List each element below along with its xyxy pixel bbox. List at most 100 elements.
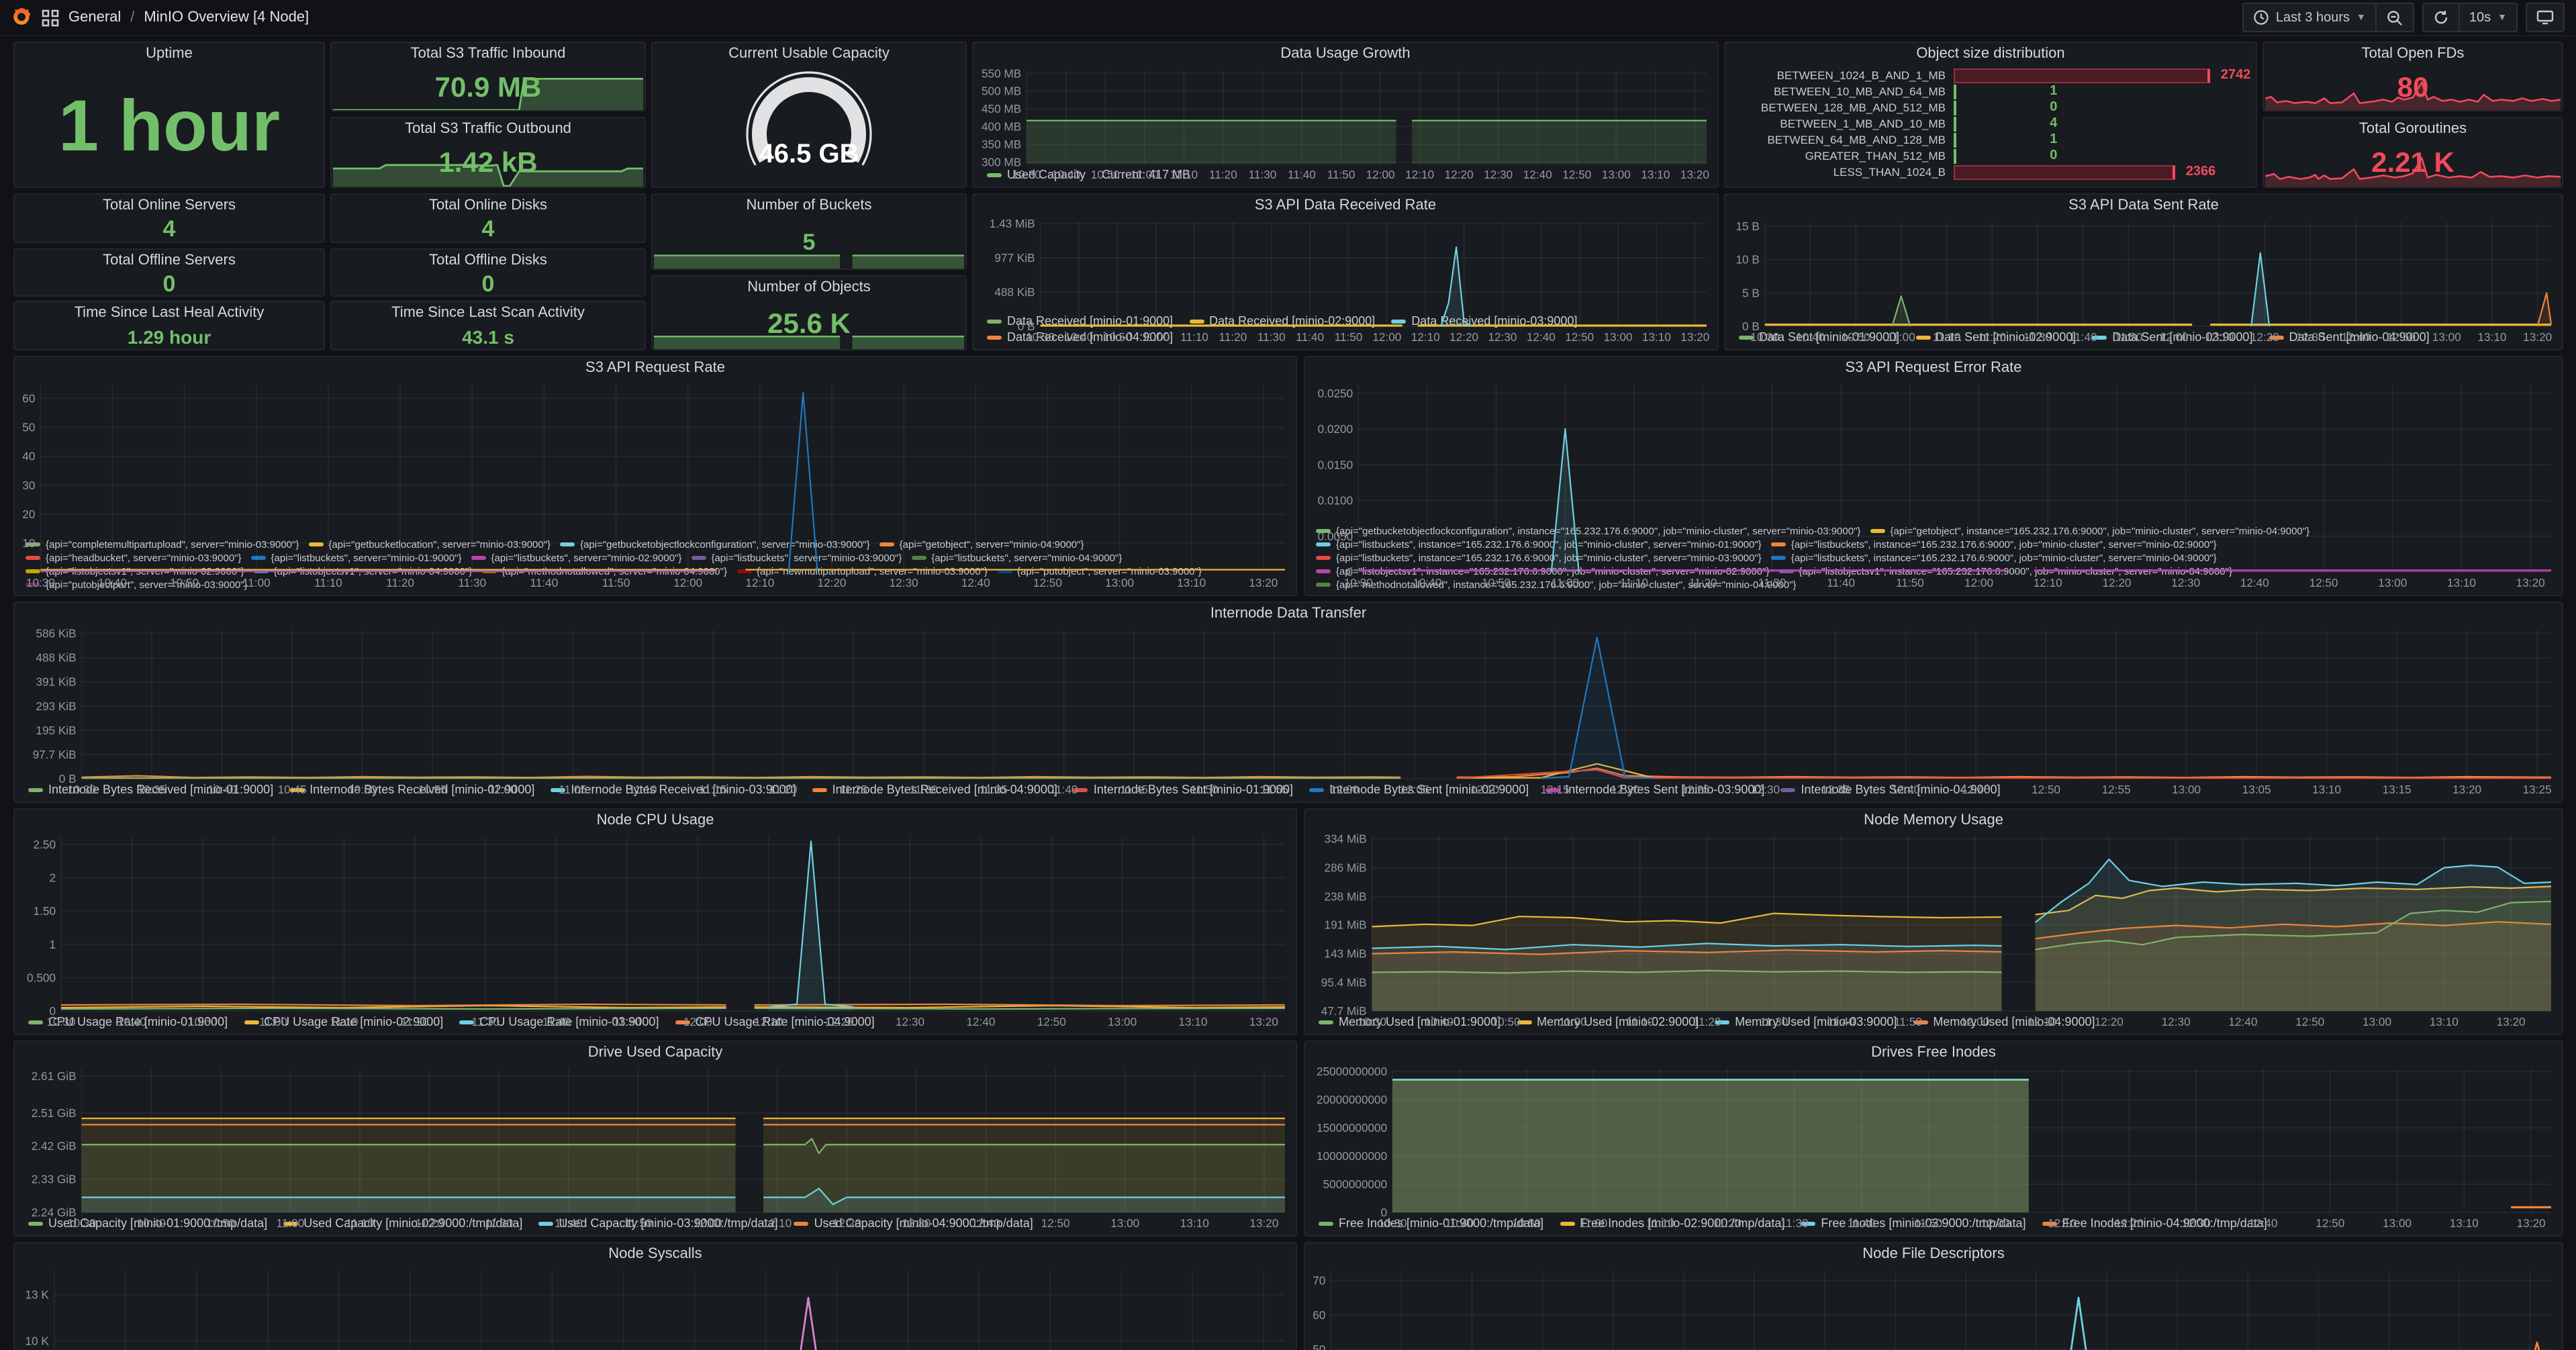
panel-title[interactable]: Node Memory Usage (1864, 812, 2003, 828)
panel-title[interactable]: Uptime (146, 46, 193, 62)
legend-item[interactable]: {api="putobject", server="minio-03:9000"… (997, 565, 1202, 577)
refresh-interval-picker[interactable]: 10s ▼ (2458, 3, 2518, 32)
legend-item[interactable]: {api="newmultipartupload", server="minio… (736, 565, 988, 577)
panel-title[interactable]: Number of Buckets (746, 197, 872, 213)
legend-item[interactable]: {api="headbucket", server="minio-03:9000… (26, 552, 242, 564)
legend-item[interactable]: Data Sent [minio-02:9000] (1915, 330, 2076, 345)
legend-item[interactable]: {api="listbuckets", instance="165.232.17… (1316, 552, 1762, 564)
legend-item[interactable]: {api="getobject", instance="165.232.176.… (1870, 525, 2309, 537)
panel-title[interactable]: Data Usage Growth (1280, 46, 1411, 62)
legend-item[interactable]: {api="getobject", server="minio-04:9000"… (879, 538, 1084, 550)
legend-item[interactable]: Internode Bytes Sent [minio-03:9000] (1545, 783, 1764, 798)
node-cpu-usage-chart[interactable]: 10:30 10:40 10:50 11:00 11:10 11:20 11:30 11:40… (15, 831, 1296, 1028)
node-syscalls-chart[interactable]: 13 K10 K8 K (15, 1265, 1296, 1350)
legend-item[interactable]: {api="getbucketlocation", server="minio-… (308, 538, 551, 550)
node-memory-usage-chart[interactable]: 10:30 10:40 10:50 11:00 11:10 11:20 11:30 11:40… (1305, 831, 2562, 1028)
panel-title[interactable]: Total Open FDs (2361, 46, 2465, 62)
drive-used-capacity-chart[interactable]: 10:30 10:40 10:50 11:00 11:10 11:20 11:30 11:40… (15, 1063, 1296, 1230)
legend-item[interactable]: Used Capacity [minio-01:9000:/tmp/data] (28, 1216, 267, 1231)
panel-title[interactable]: Internode Data Transfer (1210, 606, 1367, 622)
legend-item[interactable]: {api="getbucketobjectlockconfiguration",… (1316, 525, 1860, 537)
legend-item[interactable]: CPU Usage Rate [minio-02:9000] (244, 1015, 443, 1030)
legend-item[interactable]: Memory Used [minio-02:9000] (1517, 1015, 1699, 1030)
panel-title[interactable]: Total Offline Disks (429, 252, 547, 269)
data-usage-growth-chart[interactable]: 10:30 10:40 10:50 11:00 11:10 11:20 11:30 11:40… (973, 64, 1717, 181)
kiosk-mode-button[interactable] (2526, 3, 2565, 32)
panel-title[interactable]: S3 API Request Rate (585, 360, 725, 376)
legend-item[interactable]: Internode Bytes Received [minio-01:9000] (28, 783, 273, 798)
s3-data-sent-chart[interactable]: 10:30 10:40 10:50 11:00 11:10 11:20 11:30 11:40… (1725, 216, 2562, 344)
panel-title[interactable]: Drives Free Inodes (1871, 1045, 1996, 1061)
legend-item[interactable]: {api="listbuckets", server="minio-02:900… (471, 552, 681, 564)
legend-item[interactable]: Internode Bytes Received [minio-03:9000] (551, 783, 796, 798)
panel-title[interactable]: S3 API Data Sent Rate (2068, 197, 2219, 213)
panel-title[interactable]: Node Syscalls (608, 1246, 702, 1262)
legend-item[interactable]: Used Capacity [minio-03:9000:/tmp/data] (538, 1216, 778, 1231)
legend-item[interactable]: Internode Bytes Sent [minio-01:9000] (1073, 783, 1293, 798)
time-range-picker[interactable]: Last 3 hours ▼ (2242, 3, 2375, 32)
refresh-button[interactable] (2422, 3, 2459, 32)
breadcrumb-folder[interactable]: General (68, 9, 122, 26)
panel-title[interactable]: Total Offline Servers (103, 252, 236, 269)
drives-free-inodes-chart[interactable]: 10:30 10:40 10:50 11:00 11:10 11:20 11:30 11:40… (1305, 1063, 2562, 1230)
dashboard-title[interactable]: MinIO Overview [4 Node] (144, 9, 309, 26)
panel-title[interactable]: Total S3 Traffic Outbound (405, 121, 571, 137)
legend-item[interactable]: Internode Bytes Sent [minio-02:9000] (1309, 783, 1529, 798)
s3-request-error-rate-chart[interactable]: 10:30 10:40 10:50 11:00 11:10 11:20 11:30 11:40… (1305, 379, 2562, 589)
panel-title[interactable]: Node File Descriptors (1862, 1246, 2005, 1262)
panel-title[interactable]: Node CPU Usage (596, 812, 714, 828)
legend-item[interactable]: Data Sent [minio-03:9000] (2092, 330, 2252, 345)
node-file-descriptors-chart[interactable]: 40506070 (1305, 1265, 2562, 1350)
panel-title[interactable]: Total Online Servers (102, 197, 236, 213)
legend-item[interactable]: Memory Used [minio-01:9000] (1319, 1015, 1500, 1030)
legend-item[interactable]: Internode Bytes Received [minio-04:9000] (812, 783, 1057, 798)
dashboards-grid-icon[interactable] (42, 9, 59, 26)
legend-item[interactable]: Used Capacity Current: 417 MB (987, 168, 1190, 183)
panel-title[interactable]: Current Usable Capacity (728, 46, 890, 62)
legend-item[interactable]: {api="listbuckets", server="minio-03:900… (691, 552, 902, 564)
legend-item[interactable]: {api="methodnotallowed", instance="165.2… (1316, 579, 1797, 591)
panel-title[interactable]: S3 API Request Error Rate (1845, 360, 2022, 376)
panel-title[interactable]: Total Online Disks (428, 197, 548, 213)
panel-title[interactable]: Drive Used Capacity (587, 1045, 723, 1061)
panel-title[interactable]: Object size distribution (1916, 46, 2065, 62)
grafana-logo-icon[interactable] (11, 7, 32, 28)
legend-item[interactable]: Data Sent [minio-01:9000] (1739, 330, 1899, 345)
legend-item[interactable]: CPU Usage Rate [minio-04:9000] (675, 1015, 875, 1030)
panel-title[interactable]: Time Since Last Scan Activity (391, 305, 585, 321)
legend-item[interactable]: {api="completemultipartupload", server="… (26, 538, 299, 550)
legend-item[interactable]: Memory Used [minio-04:9000] (1913, 1015, 2095, 1030)
legend-item[interactable]: Data Received [minio-02:9000] (1189, 314, 1375, 329)
legend-item[interactable]: Internode Bytes Sent [minio-04:9000] (1780, 783, 2001, 798)
panel-title[interactable]: Number of Objects (747, 279, 871, 295)
panel-title[interactable]: Total Goroutines (2358, 121, 2467, 137)
legend-item[interactable]: Free Inodes [minio-04:9000:/tmp/data] (2042, 1216, 2267, 1231)
internode-transfer-chart[interactable]: 10:30 10:35 10:40 10:45 10:50 10:55 11:00 11:05… (15, 624, 2562, 796)
legend-item[interactable]: Internode Bytes Received [minio-02:9000] (289, 783, 534, 798)
panel-title[interactable]: S3 API Data Received Rate (1254, 197, 1437, 213)
panel-title[interactable]: Total S3 Traffic Inbound (410, 46, 566, 62)
zoom-out-button[interactable] (2375, 3, 2414, 32)
legend-item[interactable]: CPU Usage Rate [minio-03:9000] (459, 1015, 659, 1030)
s3-data-received-chart[interactable]: 10:30 10:40 10:50 11:00 11:10 11:20 11:30 11:40… (973, 216, 1717, 344)
legend-item[interactable]: {api="listbuckets", instance="165.232.17… (1770, 538, 2217, 550)
legend-item[interactable]: {api="listbuckets", instance="165.232.17… (1316, 538, 1762, 550)
legend-item[interactable]: Memory Used [minio-03:9000] (1715, 1015, 1897, 1030)
legend-item[interactable]: CPU Usage Rate [minio-01:9000] (28, 1015, 228, 1030)
legend-item[interactable]: Data Received [minio-01:9000] (987, 314, 1173, 329)
legend-item[interactable]: {api="listbuckets", server="minio-04:900… (911, 552, 1122, 564)
legend-item[interactable]: Used Capacity [minio-04:9000:/tmp/data] (794, 1216, 1033, 1231)
legend-item[interactable]: {api="listbuckets", instance="165.232.17… (1770, 552, 2217, 564)
legend-item[interactable]: Used Capacity [minio-02:9000:/tmp/data] (283, 1216, 522, 1231)
legend-item[interactable]: {api="listbuckets", server="minio-01:900… (250, 552, 461, 564)
s3-request-rate-chart[interactable]: 10:30 10:40 10:50 11:00 11:10 11:20 11:30 11:40… (15, 379, 1296, 589)
legend-item[interactable]: {api="putobjectpart", server="minio-03:9… (26, 579, 248, 591)
legend-item[interactable]: {api="getbucketobjectlockconfiguration",… (560, 538, 870, 550)
legend-item[interactable]: Data Received [minio-04:9000] (987, 330, 1173, 345)
legend-item[interactable]: Free Inodes [minio-03:9000:/tmp/data] (1801, 1216, 2026, 1231)
panel-title[interactable]: Time Since Last Heal Activity (74, 305, 265, 321)
legend-item[interactable]: Free Inodes [minio-01:9000:/tmp/data] (1319, 1216, 1543, 1231)
legend-item[interactable]: Free Inodes [minio-02:9000:/tmp/data] (1560, 1216, 1784, 1231)
legend-item[interactable]: Data Sent [minio-04:9000] (2269, 330, 2430, 345)
legend-item[interactable]: Data Received [minio-03:9000] (1391, 314, 1577, 329)
